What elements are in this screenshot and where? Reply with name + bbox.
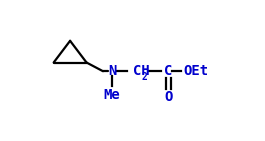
Text: 2: 2 [142, 72, 148, 82]
Text: CH: CH [133, 64, 150, 78]
Text: Me: Me [104, 88, 121, 102]
Text: N: N [108, 64, 116, 78]
Text: O: O [165, 90, 173, 104]
Text: OEt: OEt [183, 64, 208, 78]
Text: C: C [165, 64, 173, 78]
